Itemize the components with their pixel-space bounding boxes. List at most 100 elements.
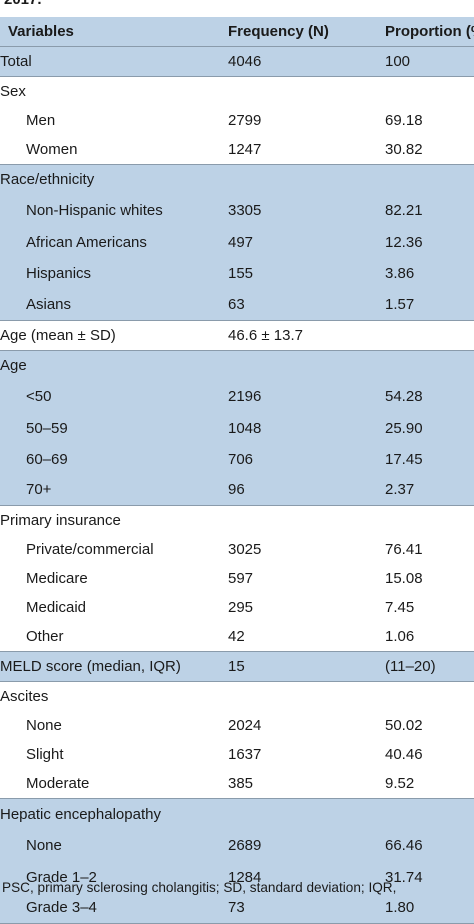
row-ascites-moderate: Moderate 385 9.52	[0, 769, 474, 799]
row-label: 70+	[0, 474, 228, 506]
row-label: Hepatic encephalopathy	[0, 805, 161, 823]
row-age-heading: Age	[0, 350, 474, 380]
row-proportion: 54.28	[385, 387, 423, 405]
row-frequency: 1284	[228, 868, 262, 886]
row-proportion: 1.80	[385, 892, 474, 924]
row-label: Slight	[26, 746, 64, 763]
row-frequency: 1048	[228, 419, 262, 437]
row-he-grade-1-2: Grade 1–2 1284 31.74	[0, 861, 474, 893]
row-frequency: 385	[228, 769, 385, 799]
row-age-70-plus: 70+ 96 2.37	[0, 474, 474, 506]
row-insurance-heading: Primary insurance	[0, 506, 474, 536]
row-frequency: 2689	[228, 837, 262, 854]
row-label: African Americans	[26, 234, 147, 251]
row-proportion: 69.18	[385, 112, 423, 129]
row-age-50-59: 50–59 1048 25.90	[0, 412, 474, 444]
row-frequency: 46.6 ± 13.7	[228, 320, 385, 351]
row-race-heading: Race/ethnicity	[0, 164, 474, 194]
row-proportion: 12.36	[385, 234, 423, 251]
row-proportion: (11–20)	[385, 651, 474, 682]
row-frequency: 3305	[228, 202, 262, 219]
row-he-grade-3-4: Grade 3–4 73 1.80	[0, 892, 474, 924]
row-label: None	[26, 717, 62, 734]
row-label: MELD score (median, IQR)	[0, 651, 228, 682]
row-label: Grade 1–2	[26, 868, 97, 886]
row-label: 50–59	[26, 419, 68, 437]
row-proportion: 2.37	[385, 474, 474, 506]
row-asians: Asians 63 1.57	[0, 289, 474, 321]
row-women: Women 1247 30.82	[0, 135, 474, 165]
row-proportion: 31.74	[385, 868, 423, 886]
row-frequency: 295	[228, 599, 254, 616]
row-frequency: 4046	[228, 46, 385, 77]
row-frequency: 96	[228, 474, 385, 506]
demographics-table: Variables Frequency (N) Proportion (%) T…	[0, 17, 474, 924]
header-frequency: Frequency (N)	[228, 17, 385, 47]
row-label: Medicare	[26, 570, 88, 587]
row-label: Race/ethnicity	[0, 171, 95, 188]
row-age-60-69: 60–69 706 17.45	[0, 443, 474, 475]
row-label: Age	[0, 356, 27, 374]
row-label: Women	[0, 135, 228, 165]
row-frequency: 597	[228, 570, 254, 587]
row-total: Total 4046 100	[0, 46, 474, 77]
header-row: Variables Frequency (N) Proportion (%)	[0, 17, 474, 47]
row-frequency: 706	[228, 450, 254, 468]
row-medicare: Medicare 597 15.08	[0, 564, 474, 593]
row-medicaid: Medicaid 295 7.45	[0, 593, 474, 622]
row-proportion: 9.52	[385, 769, 474, 799]
row-frequency: 2024	[228, 717, 262, 734]
row-label: Other	[0, 622, 228, 652]
row-proportion: 82.21	[385, 202, 423, 219]
row-proportion: 50.02	[385, 717, 423, 734]
row-other: Other 42 1.06	[0, 622, 474, 652]
row-ascites-none: None 2024 50.02	[0, 711, 474, 740]
row-frequency: 42	[228, 622, 385, 652]
row-age-mean: Age (mean ± SD) 46.6 ± 13.7	[0, 320, 474, 351]
row-label: <50	[26, 387, 52, 405]
header-variables: Variables	[0, 17, 228, 47]
row-proportion: 76.41	[385, 541, 423, 558]
row-label: None	[26, 837, 62, 854]
row-sex-heading: Sex	[0, 77, 474, 107]
row-private: Private/commercial 3025 76.41	[0, 535, 474, 564]
row-label: Ascites	[0, 688, 49, 705]
row-men: Men 2799 69.18	[0, 106, 474, 135]
row-label: Asians	[0, 289, 228, 321]
row-label: Hispanics	[26, 265, 92, 282]
row-label: Total	[0, 46, 228, 77]
row-label: Primary insurance	[0, 512, 121, 529]
row-frequency: 1247	[228, 135, 385, 165]
row-ascites-heading: Ascites	[0, 682, 474, 712]
row-proportion: 1.57	[385, 289, 474, 321]
row-ascites-slight: Slight 1637 40.46	[0, 740, 474, 769]
row-frequency: 73	[228, 892, 385, 924]
row-label: Grade 3–4	[0, 892, 228, 924]
row-label: Men	[26, 112, 56, 129]
row-proportion: 25.90	[385, 419, 423, 437]
row-age-under-50: <50 2196 54.28	[0, 379, 474, 413]
row-label: Sex	[0, 83, 26, 100]
row-label: Private/commercial	[26, 541, 154, 558]
row-proportion: 30.82	[385, 135, 474, 165]
row-frequency: 497	[228, 234, 254, 251]
row-frequency: 2799	[228, 112, 262, 129]
row-proportion: 7.45	[385, 599, 415, 616]
row-frequency: 1637	[228, 746, 262, 763]
row-nhw: Non-Hispanic whites 3305 82.21	[0, 194, 474, 227]
row-proportion: 17.45	[385, 450, 423, 468]
row-frequency: 15	[228, 651, 385, 682]
row-label: Non-Hispanic whites	[26, 202, 163, 219]
row-frequency: 2196	[228, 387, 262, 405]
table-footnote: PSC, primary sclerosing cholangitis; SD,…	[2, 880, 397, 895]
row-african-americans: African Americans 497 12.36	[0, 227, 474, 258]
row-proportion: 1.06	[385, 622, 474, 652]
row-proportion: 15.08	[385, 570, 423, 587]
row-frequency: 63	[228, 289, 385, 321]
row-label: Age (mean ± SD)	[0, 320, 228, 351]
row-frequency: 155	[228, 265, 254, 282]
row-label: Moderate	[0, 769, 228, 799]
row-label: Medicaid	[26, 599, 87, 616]
row-proportion: 40.46	[385, 746, 423, 763]
row-proportion: 100	[385, 46, 474, 77]
